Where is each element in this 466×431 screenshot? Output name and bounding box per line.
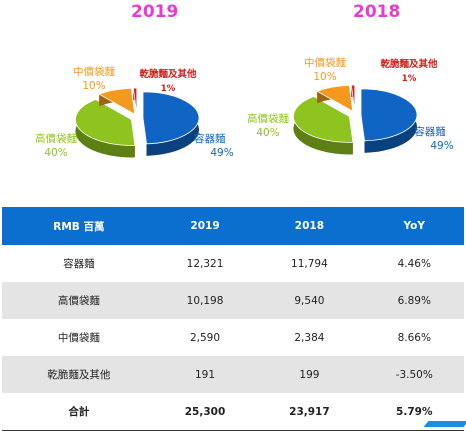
slice-label: 高價袋麵 [35,132,77,145]
slice-value: 49% [430,140,453,152]
row-yoy: 8.66% [397,331,431,344]
row-label: 高價袋麵 [2,282,156,319]
row-value-2019: 12,321 [186,257,224,270]
row-value-2019: 191 [155,356,255,393]
row-yoy: -3.50% [364,356,464,393]
row-label: 容器麵 [63,258,95,270]
header-2018: 2018 [254,207,365,245]
slice-value: 40% [44,147,67,159]
pie-slice [98,87,136,116]
row-label: 合計 [2,393,156,431]
slice-label: 中價袋麵 [73,65,115,78]
row-value-2019: 25,300 [155,393,255,431]
slice-label: 容器麵 [194,132,226,145]
table-header-row: RMB 百萬 2019 2018 YoY [2,207,464,245]
table-row: 高價袋麵 10,198 9,540 6.89% [2,282,464,319]
pie-chart-2018: 容器麵 49% 高價袋麵 40% 中價袋麵 10% 乾脆麵及其他 1% [247,56,454,155]
pie-slice [293,95,354,143]
pie-slice [142,91,200,145]
chart-title-2019: 2019 [131,2,179,22]
table-row: 容器麵 12,321 11,794 4.46% [2,245,464,282]
pie-slice [75,98,136,146]
slice-label: 乾脆麵及其他 [139,68,197,80]
slice-value: 10% [313,71,336,83]
decorative-stripe [423,421,466,427]
header-2019: 2019 [155,207,255,245]
pie-slice-side [75,99,135,158]
header-yoy: YoY [364,207,464,245]
pie-chart-2019: 容器麵 49% 高價袋麵 40% 中價袋麵 10% 乾脆麵及其他 1% [35,65,234,159]
slice-label: 中價袋麵 [304,56,346,69]
row-value-2018: 23,917 [254,393,365,431]
slice-value: 10% [82,80,105,92]
pie-slice [316,84,354,113]
slice-value: 1% [402,74,417,84]
row-label: 中價袋麵 [57,332,100,344]
chart-title-2018: 2018 [353,2,401,22]
row-value-2019: 2,590 [189,331,221,344]
row-label: 乾脆麵及其他 [2,356,156,393]
slice-value: 49% [210,147,233,159]
pie-slice [360,88,418,142]
slice-label: 乾脆麵及其他 [380,58,438,70]
row-value-2018: 199 [254,356,365,393]
table-row: 中價袋麵 2,590 2,384 8.66% [2,319,464,356]
data-table: RMB 百萬 2019 2018 YoY 容器麵 12,321 11,794 4… [2,207,464,431]
table-row: 乾脆麵及其他 191 199 -3.50% [2,356,464,393]
row-value-2019: 10,198 [155,282,255,319]
row-value-2018: 2,384 [294,331,325,344]
slice-label: 高價袋麵 [247,112,289,125]
row-value-2018: 9,540 [254,282,365,319]
row-value-2018: 11,794 [291,257,328,270]
table-row-total: 合計 25,300 23,917 5.79% [2,393,464,431]
pie-slice-side [293,96,353,155]
pie-slice [132,87,138,115]
slice-value: 40% [256,127,279,139]
row-yoy: 4.46% [397,257,431,270]
header-category: RMB 百萬 [2,207,156,245]
slice-value: 1% [161,84,176,94]
row-yoy: 6.89% [364,282,464,319]
pie-charts: 容器麵 49% 高價袋麵 40% 中價袋麵 10% 乾脆麵及其他 1% 容器麵 49% 高價袋麵 4… [35,56,454,159]
pie-slice [350,84,356,112]
slice-label: 容器麵 [414,125,446,138]
